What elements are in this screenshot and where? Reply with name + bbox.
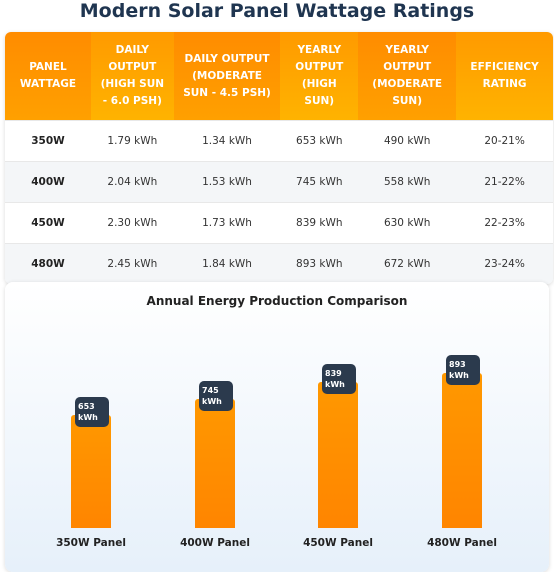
- chart-title: Annual Energy Production Comparison: [146, 294, 408, 308]
- header-cell: PANEL WATTAGE: [5, 32, 91, 121]
- bar: [71, 414, 111, 528]
- category-label: 400W Panel: [180, 537, 250, 549]
- table-row: 400W 2.04 kWh 1.53 kWh 745 kWh 558 kWh 21-22%: [5, 161, 553, 203]
- table-cell: 2.45 kWh: [90, 243, 174, 284]
- table-cell: 450W: [5, 202, 91, 244]
- table-cell: 893 kWh: [280, 243, 359, 284]
- table-cell: 1.73 kWh: [173, 202, 281, 244]
- table-cell: 1.34 kWh: [173, 120, 281, 162]
- table-cell: 558 kWh: [358, 161, 457, 203]
- table-cell: 21-22%: [456, 161, 553, 203]
- header-cell: DAILY OUTPUT (HIGH SUN - 6.0 PSH): [90, 32, 174, 121]
- table-cell: 630 kWh: [358, 202, 457, 244]
- table-cell: 2.30 kWh: [90, 202, 174, 244]
- table-cell: 23-24%: [456, 243, 553, 284]
- wattage-table: PANEL WATTAGE DAILY OUTPUT (HIGH SUN - 6.…: [5, 32, 553, 284]
- page-title: Modern Solar Panel Wattage Ratings: [79, 0, 475, 22]
- header-cell: YEARLY OUTPUT (HIGH SUN): [280, 32, 359, 121]
- table-cell: 1.84 kWh: [173, 243, 281, 284]
- bar: [195, 398, 235, 528]
- bar: [318, 382, 358, 528]
- category-label: 480W Panel: [427, 537, 497, 549]
- value-label: 745 kWh: [199, 380, 233, 411]
- table-cell: 22-23%: [456, 202, 553, 244]
- table-cell: 839 kWh: [280, 202, 359, 244]
- table-cell: 2.04 kWh: [90, 161, 174, 203]
- table-cell: 480W: [5, 243, 91, 284]
- table-cell: 1.79 kWh: [90, 120, 174, 162]
- chart-card: Annual Energy Production Comparison 653 …: [5, 282, 549, 572]
- value-label: 893 kWh: [446, 355, 480, 385]
- table-cell: 20-21%: [456, 120, 553, 162]
- table-row: 480W 2.45 kWh 1.84 kWh 893 kWh 672 kWh 23-24%: [5, 243, 553, 284]
- table-cell: 1.53 kWh: [173, 161, 281, 203]
- header-cell: EFFICIENCY RATING: [456, 32, 553, 121]
- table-cell: 490 kWh: [358, 120, 457, 162]
- table-cell: 672 kWh: [358, 243, 457, 284]
- table-body: 350W 1.79 kWh 1.34 kWh 653 kWh 490 kWh 20-21%…: [5, 120, 553, 284]
- header-row: PANEL WATTAGE DAILY OUTPUT (HIGH SUN - 6.…: [5, 32, 553, 121]
- bar: [442, 373, 482, 528]
- table-cell: 653 kWh: [280, 120, 359, 162]
- table-cell: 745 kWh: [280, 161, 359, 203]
- table-row: 350W 1.79 kWh 1.34 kWh 653 kWh 490 kWh 20-21%: [5, 120, 553, 162]
- header-cell: DAILY OUTPUT (MODERATE SUN - 4.5 PSH): [173, 32, 281, 121]
- value-label: 653 kWh: [75, 396, 109, 427]
- value-label: 839 kWh: [322, 364, 356, 395]
- table-row: 450W 2.30 kWh 1.73 kWh 839 kWh 630 kWh 22-23%: [5, 202, 553, 244]
- table-cell: 400W: [5, 161, 91, 203]
- category-label: 350W Panel: [56, 537, 126, 549]
- table-cell: 350W: [5, 120, 91, 162]
- header-cell: YEARLY OUTPUT (MODERATE SUN): [358, 32, 457, 121]
- category-label: 450W Panel: [303, 537, 373, 549]
